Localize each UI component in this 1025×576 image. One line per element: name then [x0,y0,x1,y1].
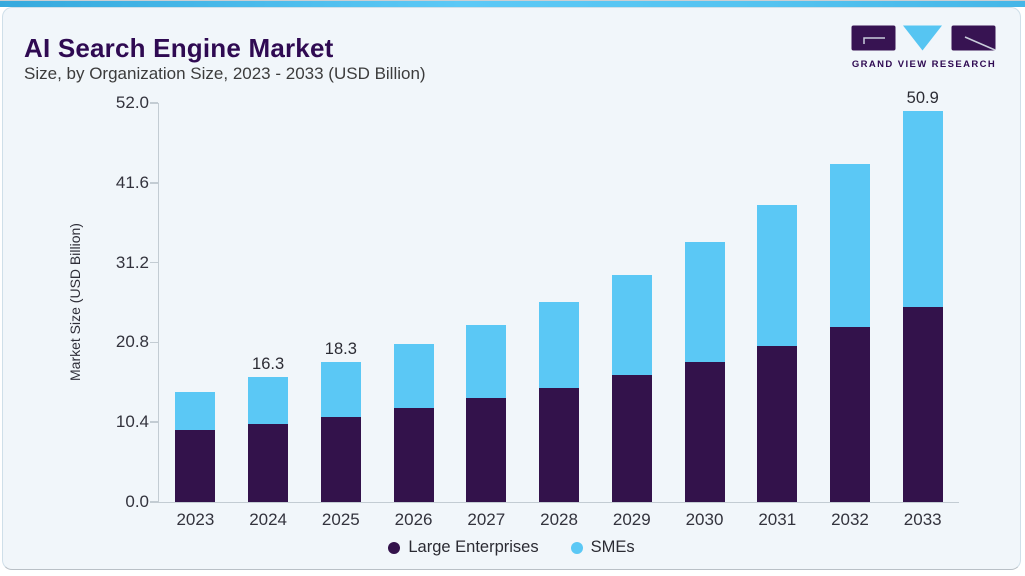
gvr-logo: GRAND VIEW RESEARCH [851,25,997,70]
bar-segment-2024-large-enterprises [248,423,289,502]
y-tick-label: 10.4 [115,412,149,432]
bar-segment-2024-smes [248,376,289,424]
legend-label-large-enterprises: Large Enterprises [408,538,539,556]
bar-segment-2032-large-enterprises [829,327,870,502]
bar-total-label-2033: 50.9 [906,89,939,108]
bar-segment-2023-large-enterprises [175,429,216,502]
bar-segment-2028-smes [539,301,580,389]
x-tick-label-2030: 2030 [685,510,724,529]
bar-segment-2029-large-enterprises [611,375,652,502]
gvr-logo-icon [851,25,996,51]
bar-column-2030 [668,241,741,502]
y-tick-mark [150,182,158,184]
bar-column-2027 [450,324,523,502]
bar-segment-2025-large-enterprises [320,416,361,502]
x-tick-label-2025: 2025 [321,510,360,529]
y-tick-label: 20.8 [115,332,149,352]
x-tick-label-2033: 2033 [903,510,942,529]
page-title: AI Search Engine Market [24,33,334,63]
top-accent-stripe [0,0,1025,7]
bars-container: 16.3 18.3 50.9 [159,90,959,502]
legend-label-smes: SMEs [590,538,635,556]
y-tick-mark [150,341,158,344]
bar-segment-2029-smes [611,274,652,376]
bar-segment-2030-large-enterprises [684,361,725,502]
bar-segment-2026-smes [393,343,434,409]
legend-swatch-smes [570,541,583,554]
x-tick-label-2027: 2027 [467,510,506,529]
bar-column-2025: 18.3 [304,339,377,502]
y-tick-mark [150,501,158,503]
bar-column-2026 [377,343,450,502]
bar-total-label-2025: 18.3 [324,339,357,358]
bar-total-label-2024: 16.3 [252,354,285,373]
y-tick-mark [150,421,158,423]
y-tick-mark [150,261,158,264]
bar-segment-2023-smes [175,391,216,430]
bar-segment-2027-large-enterprises [466,398,507,502]
x-tick-label-2023: 2023 [176,510,215,529]
bar-column-2032 [814,163,887,502]
x-tick-label-2024: 2024 [249,510,288,529]
bar-segment-2027-smes [466,324,507,399]
bar-segment-2033-large-enterprises [902,307,943,502]
chart-card: AI Search Engine Market Size, by Organiz… [2,7,1021,570]
x-tick-label-2026: 2026 [394,510,433,529]
y-tick-label: 0.0 [125,492,149,511]
bar-column-2024: 16.3 [232,354,305,502]
legend-item-large-enterprises: Large Enterprises [388,538,539,557]
legend: Large Enterprises SMEs [3,538,1020,557]
bar-segment-2031-large-enterprises [757,346,798,502]
gvr-logo-text: GRAND VIEW RESEARCH [851,59,997,70]
bar-column-2028 [523,301,596,502]
y-tick-label: 41.6 [115,172,149,192]
bar-segment-2025-smes [320,361,361,417]
bar-segment-2028-large-enterprises [539,388,580,502]
bar-segment-2032-smes [829,163,870,328]
bar-column-2023 [159,391,232,502]
bar-segment-2026-large-enterprises [393,408,434,502]
bar-segment-2030-smes [684,241,725,362]
plot-area: 0.0 10.4 20.8 31.2 41.6 52.0 16.3 18.3 50.9 202… [116,90,959,529]
y-tick-mark [150,102,158,104]
x-tick-label-2032: 2032 [831,510,869,529]
legend-swatch-large-enterprises [388,541,401,554]
bar-segment-2031-smes [757,205,798,347]
y-tick-label: 31.2 [115,252,149,272]
legend-item-smes: SMEs [570,538,635,557]
bar-column-2029 [595,274,668,502]
bar-column-2031 [741,205,814,502]
chart-subtitle: Size, by Organization Size, 2023 - 2033 … [24,64,426,83]
x-axis-labels: 2023 2024 2025 2026 2027 2028 2029 2030 2031 2032… [159,510,959,530]
x-tick-label-2029: 2029 [612,510,651,529]
bar-segment-2033-smes [902,111,943,308]
bar-column-2033: 50.9 [886,90,959,502]
y-tick-label: 52.0 [115,93,149,112]
x-tick-label-2028: 2028 [540,510,578,529]
x-tick-label-2031: 2031 [758,510,797,529]
y-axis-title: Market Size (USD Billion) [67,223,83,382]
